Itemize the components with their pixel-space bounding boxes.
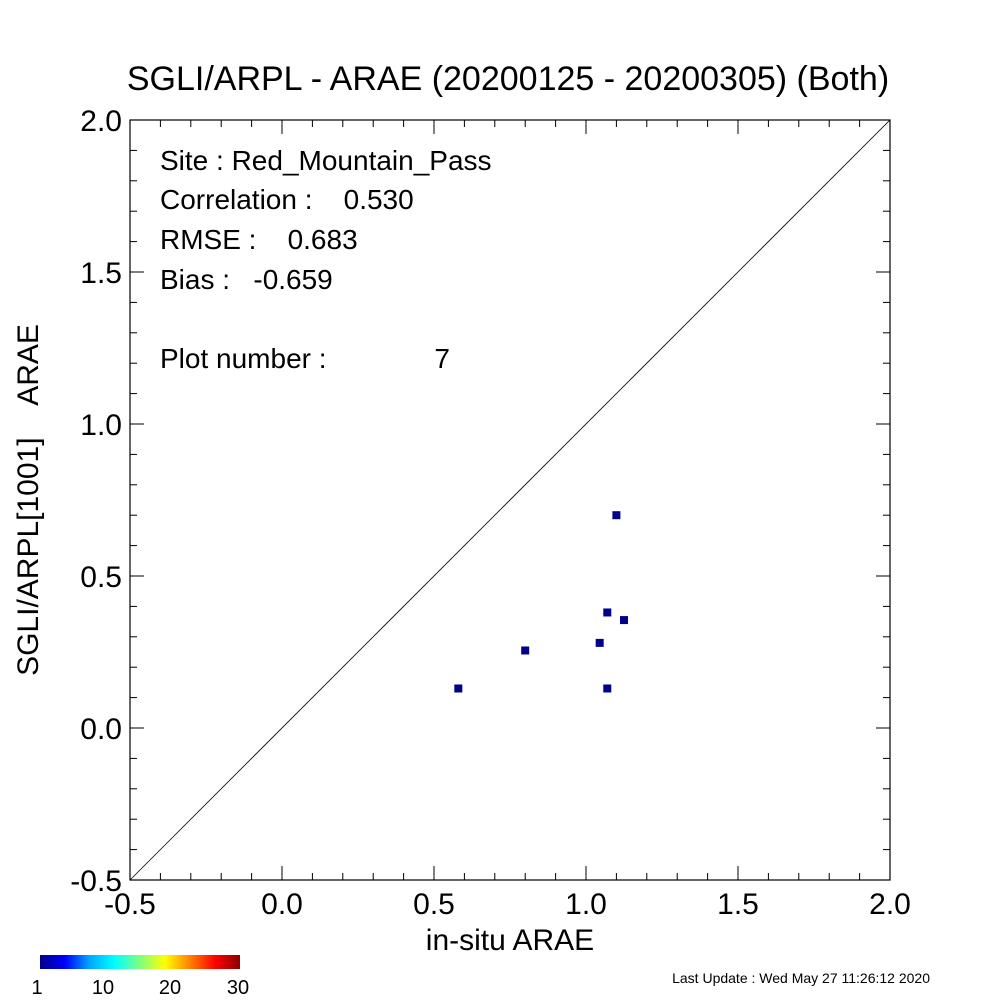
- annotation-correlation: Correlation : 0.530: [160, 184, 414, 215]
- y-tick-label: 1.5: [80, 257, 122, 290]
- annotation-bias: Bias : -0.659: [160, 264, 333, 295]
- one-to-one-line: [129, 119, 891, 881]
- colorbar-tick-label: 20: [159, 977, 181, 999]
- annotation-site: Site : Red_Mountain_Pass: [160, 145, 492, 176]
- x-tick-label: 1.5: [717, 888, 759, 921]
- annotation-plot-number-value: 7: [434, 343, 450, 374]
- last-update-text: Last Update : Wed May 27 11:26:12 2020: [672, 970, 930, 986]
- data-point: [521, 646, 530, 655]
- colorbar-labels: 1 10 20 30: [31, 977, 249, 999]
- colorbar: [40, 955, 240, 969]
- annotation-plot-number: Plot number :: [160, 343, 327, 374]
- y-tick-label: 0.5: [80, 561, 122, 594]
- colorbar-tick-label: 30: [227, 977, 249, 999]
- x-tick-label: 1.0: [565, 888, 607, 921]
- data-point: [603, 684, 612, 693]
- y-tick-label: -0.5: [70, 865, 122, 898]
- plot-frame: [129, 119, 891, 881]
- annotation-rmse: RMSE : 0.683: [160, 224, 358, 255]
- y-axis-label: SGLI/ARPL[1001] ARAE: [12, 324, 45, 676]
- x-axis-label: in-situ ARAE: [426, 924, 594, 957]
- data-point: [595, 638, 604, 647]
- x-tick-label: -0.5: [104, 888, 156, 921]
- data-point: [603, 608, 612, 617]
- x-tick-label: 2.0: [869, 888, 911, 921]
- y-tick-label: 2.0: [80, 105, 122, 138]
- y-tick-label: 1.0: [80, 409, 122, 442]
- x-tick-label: 0.0: [261, 888, 303, 921]
- colorbar-tick-label: 1: [31, 977, 42, 999]
- data-point: [620, 616, 628, 625]
- y-tick-label: 0.0: [80, 713, 122, 746]
- data-point: [612, 511, 621, 520]
- data-point: [454, 684, 463, 693]
- colorbar-tick-label: 10: [92, 977, 114, 999]
- plot-area: -0.5 0.0 0.5 1.0 1.5 2.0 -0.5 0.0 0.5 1.0 1.5 2.0: [70, 105, 911, 921]
- x-tick-label: 0.5: [413, 888, 455, 921]
- chart-title: SGLI/ARPL - ARAE (20200125 - 20200305) (…: [127, 60, 889, 98]
